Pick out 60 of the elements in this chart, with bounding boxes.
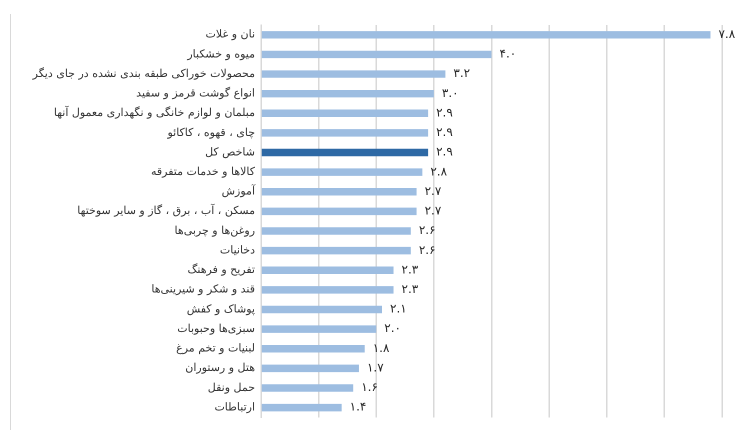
y-tick-label: شاخص کل — [205, 145, 255, 158]
data-label: ۲.۰ — [384, 321, 401, 336]
bar — [262, 188, 417, 196]
data-label: ۷.۸ — [718, 26, 736, 41]
y-tick-label: محصولات خوراکی طبقه بندی نشده در جای دیگر — [32, 66, 256, 80]
bar — [262, 110, 428, 118]
y-tick-label: روغن‌ها و چربی‌ها — [174, 224, 255, 237]
y-tick-label: قند و شکر و شیرینی‌ها — [151, 282, 255, 296]
y-tick-label: نان و غلات — [206, 28, 255, 41]
data-label: ۱.۷ — [366, 360, 384, 374]
y-tick-label: تفریح و فرهنگ — [188, 263, 255, 276]
bar — [262, 90, 434, 98]
bar — [262, 345, 365, 352]
bar — [262, 364, 359, 372]
bar — [262, 384, 354, 392]
data-label: ۱.۴ — [350, 400, 366, 414]
y-tick-label: مسکن ، آب ، برق ، گاز و سایر سوختها — [77, 203, 256, 218]
y-tick-label: کالاها و خدمات متفرقه — [151, 165, 256, 178]
y-tick-label: لبنیات و تخم مرغ — [176, 342, 255, 355]
data-label: ۲.۷ — [424, 204, 442, 218]
data-label: ۳.۲ — [453, 66, 470, 80]
y-tick-label: سبزی‌ها وحبوبات — [177, 322, 255, 335]
y-tick-label: آموزش — [222, 184, 256, 198]
data-label: ۲.۱ — [390, 302, 407, 316]
bar — [262, 129, 428, 137]
y-tick-label: ارتباطات — [214, 400, 255, 414]
data-label: ۱.۶ — [361, 380, 378, 394]
data-label: ۴.۰ — [500, 46, 516, 61]
data-label: ۲.۳ — [402, 262, 419, 276]
y-tick-label: دخانیات — [220, 243, 256, 256]
y-tick-label: چای ، قهوه ، کاکائو — [166, 126, 255, 139]
bar — [262, 325, 376, 333]
bar — [262, 306, 382, 314]
data-label: ۲.۳ — [402, 282, 419, 296]
bar — [262, 31, 710, 39]
y-tick-label: حمل ونقل — [208, 380, 255, 394]
bar — [262, 148, 428, 156]
bar — [262, 266, 394, 274]
y-tick-label: پوشاک و کفش — [186, 302, 255, 316]
data-label: ۲.۹ — [436, 125, 453, 140]
bar — [262, 50, 492, 58]
bar — [262, 208, 417, 216]
data-label: ۲.۶ — [418, 242, 436, 257]
data-label: ۲.۹ — [436, 105, 453, 120]
data-label: ۲.۶ — [418, 223, 436, 238]
data-label: ۱.۸ — [372, 340, 390, 355]
y-tick-label: هتل و رستوران — [185, 361, 256, 374]
y-tick-label: میوه و خشکبار — [186, 47, 256, 60]
bar — [262, 286, 394, 294]
bar — [262, 168, 422, 176]
y-tick-label: انواع گوشت قرمز و سفید — [136, 86, 255, 100]
bar — [262, 246, 411, 254]
data-label: ۲.۷ — [424, 184, 442, 198]
bar — [262, 227, 411, 235]
bar — [262, 404, 342, 412]
data-label: ۲.۹ — [436, 144, 453, 159]
bar — [262, 70, 446, 78]
data-label: ۲.۸ — [430, 164, 448, 178]
y-tick-label: مبلمان و لوازم خانگی و نگهداری معمول آنها — [54, 105, 256, 120]
data-label: ۳.۰ — [442, 86, 459, 100]
